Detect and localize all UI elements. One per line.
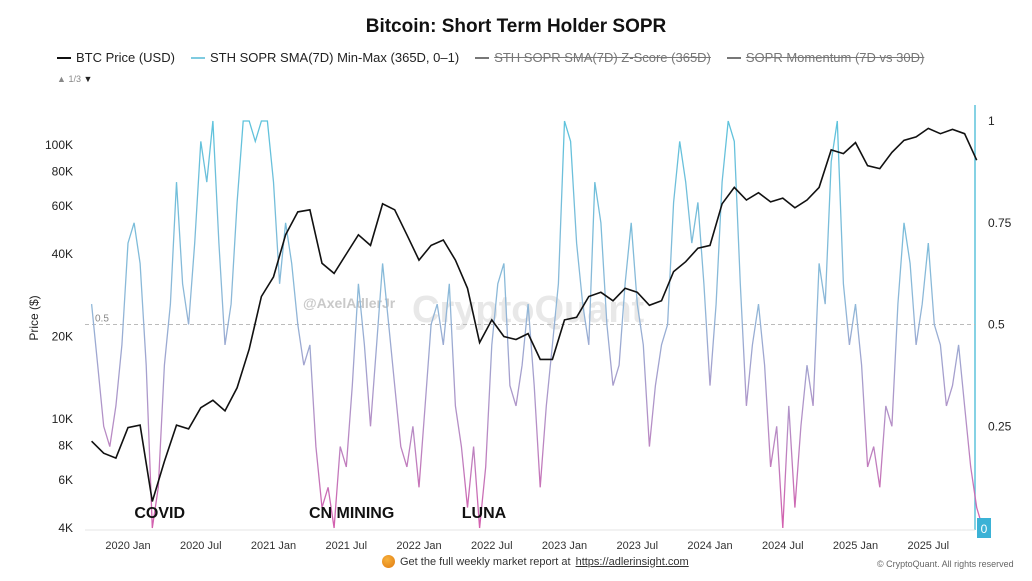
legend: BTC Price (USD) STH SOPR SMA(7D) Min-Max…: [57, 50, 924, 65]
legend-swatch: [190, 56, 205, 59]
y-left-tick-label: 10K: [52, 412, 73, 426]
y-left-tick-label: 40K: [52, 247, 73, 261]
y-right-tick-label: 0.5: [988, 318, 1005, 332]
footer-link[interactable]: https://adlerinsight.com: [575, 555, 689, 568]
y-axis-title: Price ($): [27, 295, 41, 340]
pager-down-icon[interactable]: ▼: [83, 74, 93, 84]
x-tick-label: 2023 Jul: [616, 540, 658, 552]
x-tick-label: 2025 Jan: [833, 540, 878, 552]
y-left-tick-label: 60K: [52, 199, 73, 213]
pager-up-icon[interactable]: ▲: [57, 74, 66, 84]
y-left-tick-label: 6K: [58, 473, 73, 487]
legend-sopr-minmax[interactable]: STH SOPR SMA(7D) Min-Max (365D, 0–1): [190, 50, 460, 65]
y-axis-left: 4K 6K 8K 10K 20K 40K 60K 80K 100K: [45, 138, 73, 535]
x-tick-label: 2025 Jul: [907, 540, 949, 552]
series-sopr-line: [90, 120, 984, 529]
footer-text: Get the full weekly market report at: [400, 555, 571, 568]
legend-btc-price[interactable]: BTC Price (USD): [57, 50, 175, 65]
y-left-tick-label: 80K: [52, 165, 73, 179]
annotations: COVID CN MINING LUNA: [134, 505, 506, 522]
x-axis: 2020 Jan 2020 Jul 2021 Jan 2021 Jul 2022 Jan…: [105, 540, 949, 552]
x-tick-label: 2022 Jul: [471, 540, 513, 552]
reference-line-label: 0.5: [95, 314, 109, 325]
x-tick-label: 2023 Jan: [542, 540, 587, 552]
legend-label: SOPR Momentum (7D vs 30D): [745, 50, 925, 65]
x-tick-label: 2021 Jan: [251, 540, 296, 552]
y-left-tick-label: 4K: [58, 521, 73, 535]
current-value-label: 0: [981, 522, 988, 536]
y-right-tick-label: 1: [988, 114, 995, 128]
copyright: © CryptoQuant. All rights reserved: [877, 559, 1014, 569]
y-right-tick-label: 0.25: [988, 419, 1012, 433]
current-value-badge: [977, 518, 991, 538]
series-btc-price-line: [91, 127, 978, 502]
x-tick-label: 2022 Jan: [396, 540, 441, 552]
legend-sopr-momentum[interactable]: SOPR Momentum (7D vs 30D): [726, 50, 925, 65]
y-left-tick-label: 20K: [52, 330, 73, 344]
x-tick-label: 2020 Jan: [105, 540, 150, 552]
legend-pager: ▲ 1/3 ▼: [57, 74, 92, 84]
legend-swatch: [57, 56, 71, 59]
coin-icon: [382, 555, 395, 568]
legend-label: BTC Price (USD): [76, 50, 175, 65]
annotation-label: CN MINING: [309, 505, 394, 522]
watermark-handle: @AxelAdlerJr: [303, 295, 396, 311]
legend-swatch: [475, 56, 490, 59]
annotation-label: COVID: [134, 505, 185, 522]
footer: Get the full weekly market report at htt…: [382, 555, 689, 568]
y-axis-right: 0.25 0.5 0.75 1: [988, 114, 1012, 433]
x-tick-label: 2020 Jul: [180, 540, 222, 552]
annotation-label: LUNA: [462, 505, 507, 522]
y-right-tick-label: 0.75: [988, 216, 1012, 230]
legend-swatch: [726, 56, 741, 59]
chart-title: Bitcoin: Short Term Holder SOPR: [365, 16, 667, 37]
pager-text: 1/3: [68, 74, 81, 84]
y-left-tick-label: 100K: [45, 138, 73, 152]
legend-sopr-zscore[interactable]: STH SOPR SMA(7D) Z-Score (365D): [475, 50, 711, 65]
legend-label: STH SOPR SMA(7D) Min-Max (365D, 0–1): [209, 50, 460, 65]
x-tick-label: 2024 Jan: [687, 540, 732, 552]
x-tick-label: 2024 Jul: [762, 540, 804, 552]
legend-label: STH SOPR SMA(7D) Z-Score (365D): [494, 50, 711, 65]
y-left-tick-label: 8K: [58, 439, 73, 453]
x-tick-label: 2021 Jul: [325, 540, 367, 552]
